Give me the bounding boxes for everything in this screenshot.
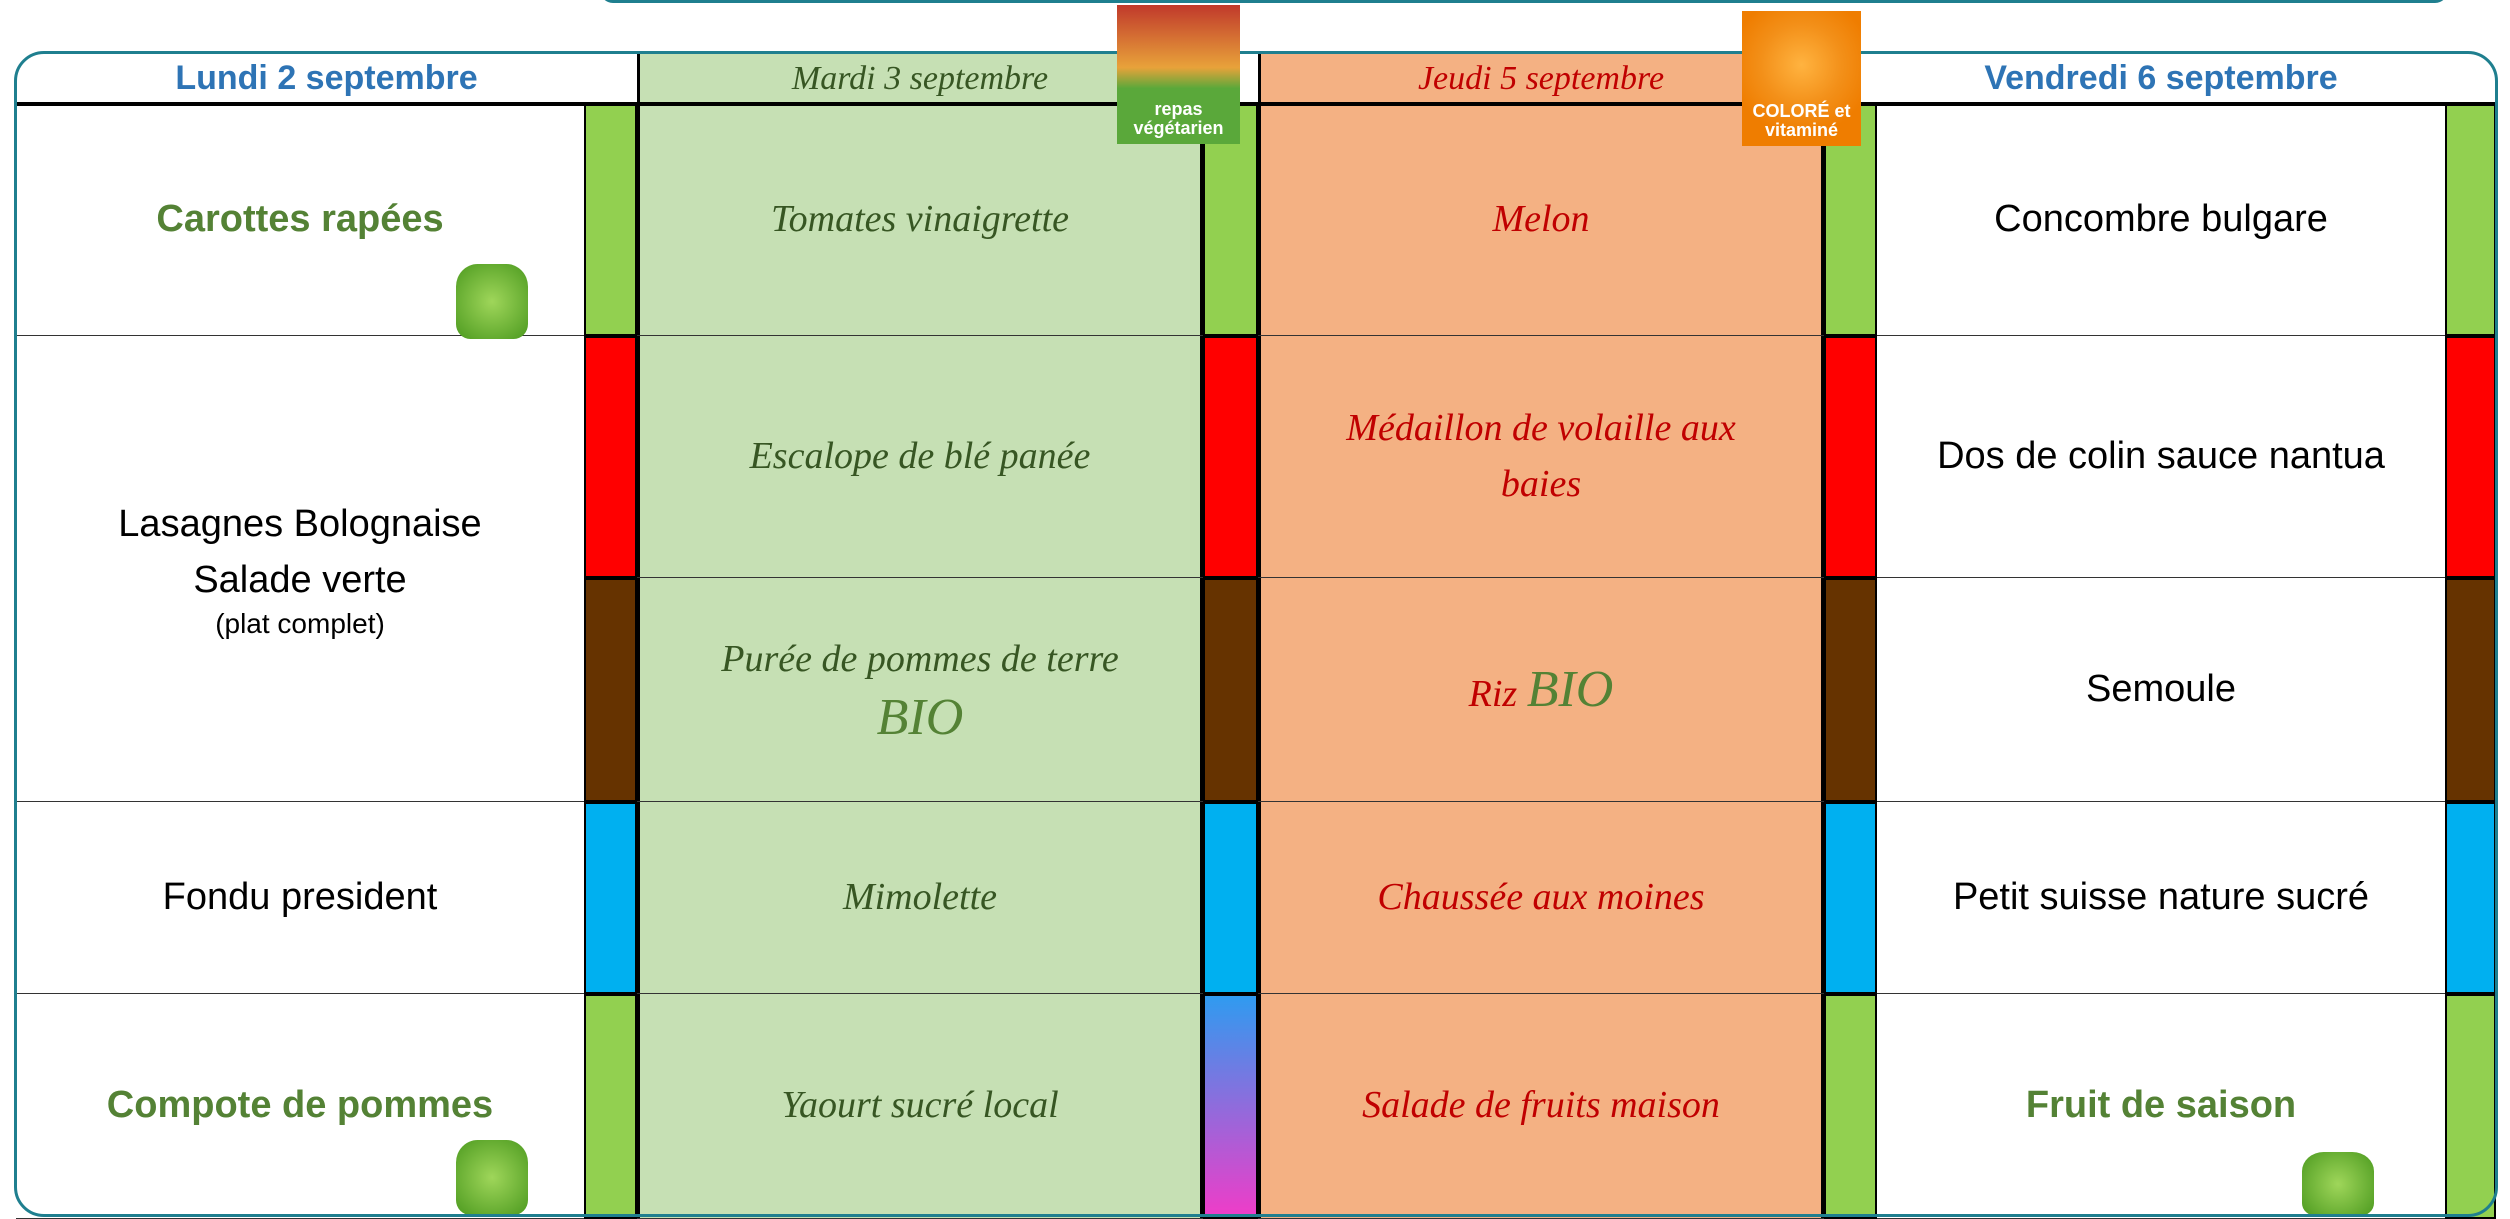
- cell-line: Dos de colin sauce nantua: [1937, 429, 2385, 484]
- bio-logo: [2302, 1152, 2374, 1216]
- color-strip: [1824, 336, 1877, 578]
- color-strip: [1824, 994, 1877, 1219]
- menu-cell: Mimolette: [637, 802, 1203, 994]
- cell-line: Lasagnes Bolognaise: [118, 497, 481, 552]
- badge-text: COLORÉ et vitaminé: [1752, 101, 1851, 141]
- badge-text: repas végétarien: [1133, 99, 1224, 139]
- menu-cell: Carottes rapées: [16, 104, 584, 336]
- cell-line: Semoule: [2086, 662, 2236, 717]
- day-header: Lundi 2 septembre: [175, 59, 478, 97]
- dish-text: Fruit de saison: [2025, 1084, 2297, 1127]
- menu-cell: Riz BIO: [1258, 578, 1824, 802]
- dish-text: Concombre bulgare: [1994, 197, 2328, 240]
- color-strip: [2445, 104, 2496, 336]
- dish-text: Carottes rapées: [156, 197, 444, 240]
- bio-label: BIO: [876, 688, 964, 746]
- menu-cell: Lasagnes Bolognaise Salade verte (plat com…: [16, 336, 584, 802]
- color-strip: [1824, 578, 1877, 802]
- menu-cell: Melon: [1258, 104, 1824, 336]
- color-strip: [584, 104, 637, 336]
- cell-line: Yaourt sucré local: [781, 1078, 1058, 1133]
- day-header: Jeudi 5 septembre: [1417, 59, 1665, 97]
- dish-text: Mimolette: [842, 875, 998, 918]
- cell-line: Concombre bulgare: [1994, 192, 2328, 247]
- menu-cell: Chaussée aux moines: [1258, 802, 1824, 994]
- cell-line: Salade de fruits maison: [1362, 1078, 1720, 1133]
- menu-cell: Purée de pommes de terre BIO: [637, 578, 1203, 802]
- cell-line: BIO: [877, 688, 964, 747]
- color-strip: [1203, 578, 1258, 802]
- dish-text: Riz: [1468, 672, 1518, 715]
- dish-text: (plat complet): [215, 607, 385, 639]
- cell-line: Riz BIO: [1469, 652, 1614, 727]
- cell-line: Médaillon de volaille aux baies: [1311, 401, 1771, 511]
- color-strip: [584, 994, 637, 1219]
- column-bg: [1258, 53, 1824, 1219]
- menu-cell: Concombre bulgare: [1877, 104, 2445, 336]
- color-strip: [2445, 578, 2496, 802]
- color-strip: [1203, 802, 1258, 994]
- cell-line: Carottes rapées: [156, 192, 443, 247]
- cell-line: Compote de pommes: [107, 1078, 493, 1133]
- dish-text: Médaillon de volaille aux baies: [1346, 407, 1736, 505]
- column-bg: [637, 53, 1203, 1219]
- dish-text: Purée de pommes de terre: [721, 638, 1119, 681]
- menu-cell: Dos de colin sauce nantua: [1877, 336, 2445, 578]
- dish-text: Fondu president: [162, 875, 438, 918]
- top-bar: [600, 0, 2448, 3]
- dish-text: Tomates vinaigrette: [770, 197, 1069, 240]
- day-header: Vendredi 6 septembre: [1984, 59, 2338, 97]
- bio-label: BIO: [1526, 660, 1614, 718]
- menu-cell: Escalope de blé panée: [637, 336, 1203, 578]
- cell-line: Mimolette: [843, 870, 997, 925]
- cell-line: Fruit de saison: [2026, 1078, 2296, 1133]
- dish-text: Petit suisse nature sucré: [1952, 875, 2370, 918]
- cell-line: Melon: [1492, 192, 1589, 247]
- dish-text: Compote de pommes: [106, 1084, 494, 1127]
- dish-text: Melon: [1492, 197, 1590, 240]
- dish-text: Salade verte: [193, 558, 407, 601]
- color-strip: [2445, 336, 2496, 578]
- dish-text: Dos de colin sauce nantua: [1937, 434, 2385, 477]
- cell-line: Escalope de blé panée: [750, 429, 1091, 484]
- cell-line: Fondu president: [163, 870, 438, 925]
- menu-cell: Fondu president: [16, 802, 584, 994]
- badge-vegetarian: repas végétarien: [1117, 5, 1240, 144]
- color-strip: [2445, 802, 2496, 994]
- cell-line: (plat complet): [215, 608, 385, 640]
- color-strip: [584, 802, 637, 994]
- cell-line: Salade verte: [193, 553, 406, 608]
- menu-cell: Salade de fruits maison: [1258, 994, 1824, 1219]
- cell-line: Petit suisse nature sucré: [1953, 870, 2369, 925]
- color-strip: [584, 578, 637, 802]
- menu-cell: Médaillon de volaille aux baies: [1258, 336, 1824, 578]
- dish-text: Chaussée aux moines: [1377, 875, 1705, 918]
- badge-colorful: COLORÉ et vitaminé: [1742, 11, 1861, 146]
- dish-text: Semoule: [2086, 667, 2236, 710]
- dish-text: Salade de fruits maison: [1362, 1084, 1720, 1127]
- color-strip: [2445, 994, 2496, 1219]
- color-strip: [1203, 336, 1258, 578]
- menu-cell: Tomates vinaigrette: [637, 104, 1203, 336]
- cell-line: Tomates vinaigrette: [771, 192, 1069, 247]
- color-strip: [1824, 802, 1877, 994]
- day-header: Mardi 3 septembre: [791, 59, 1049, 97]
- menu-cell: Semoule: [1877, 578, 2445, 802]
- bio-logo: [456, 264, 528, 339]
- color-strip: [584, 336, 637, 578]
- color-strip: [1203, 994, 1258, 1219]
- dish-text: Yaourt sucré local: [781, 1084, 1059, 1127]
- bio-logo: [456, 1140, 528, 1215]
- cell-line: Chaussée aux moines: [1377, 870, 1704, 925]
- dish-text: Lasagnes Bolognaise: [118, 503, 482, 546]
- dish-text: Escalope de blé panée: [749, 434, 1091, 477]
- menu-cell: Yaourt sucré local: [637, 994, 1203, 1219]
- cell-line: Purée de pommes de terre: [721, 632, 1118, 687]
- menu-cell: Petit suisse nature sucré: [1877, 802, 2445, 994]
